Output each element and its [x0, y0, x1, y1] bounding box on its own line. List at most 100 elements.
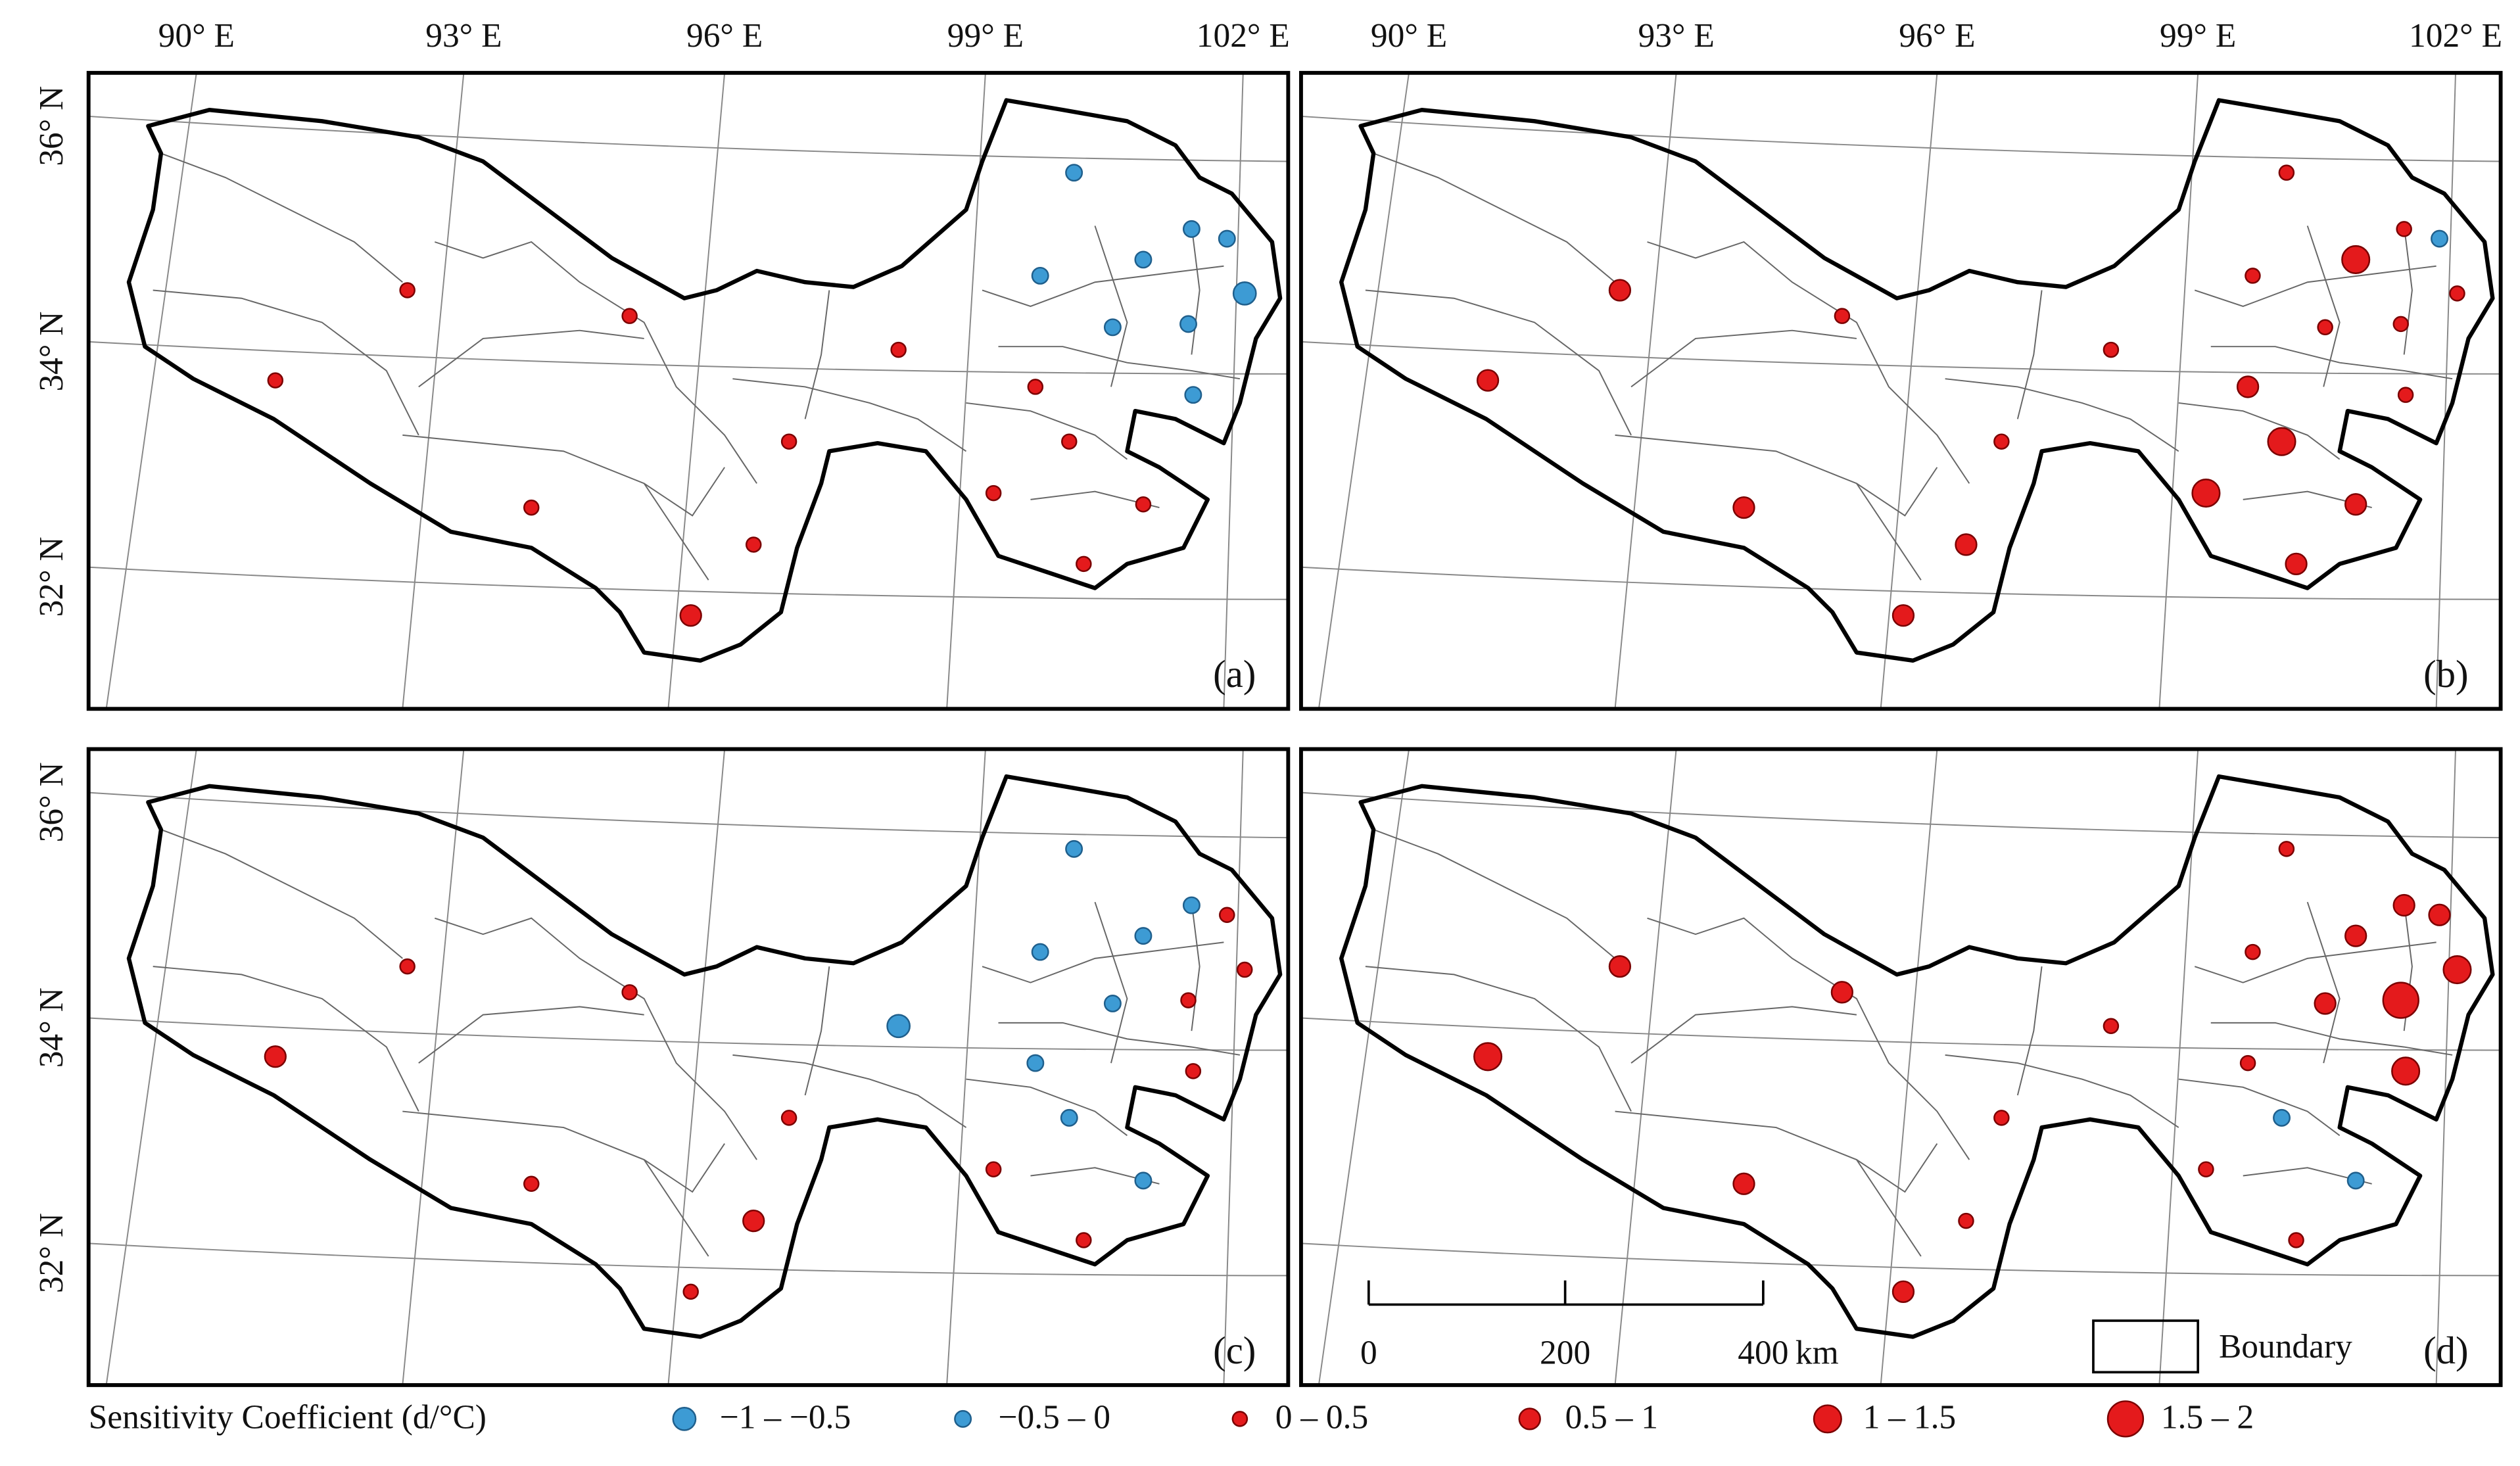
basin-line [643, 1159, 709, 1257]
legend-label: 1 – 1.5 [1863, 1399, 1956, 1436]
station [2391, 1056, 2421, 1086]
basin-line [2210, 346, 2453, 380]
meridian [1318, 72, 1410, 709]
station [1061, 433, 1078, 450]
station [1834, 308, 1851, 324]
station [985, 1161, 1002, 1177]
station [2103, 341, 2120, 358]
meridian [105, 749, 197, 1385]
station [2239, 1054, 2256, 1072]
station [1031, 943, 1049, 961]
basin-line [1945, 378, 2179, 452]
parallel [1300, 566, 2501, 600]
station [1476, 369, 1500, 392]
station [2314, 992, 2337, 1015]
longitude-label: 102° E [1197, 17, 1290, 55]
boundary [126, 774, 1283, 1339]
station [1180, 992, 1197, 1008]
basin-line [153, 966, 419, 1112]
parallel [1300, 341, 2501, 375]
station [1179, 315, 1197, 333]
station [745, 536, 762, 553]
panel-background [1300, 72, 2501, 709]
station [1065, 839, 1083, 858]
map-panel: (c) 36° N 34° N 32° N [33, 747, 1291, 1387]
basin-line [2403, 225, 2413, 355]
basin-line [1647, 917, 1970, 1160]
station [679, 604, 702, 627]
station [1134, 250, 1153, 269]
legend-symbol [1518, 1407, 1541, 1431]
legend-symbol [672, 1406, 697, 1431]
station [621, 308, 638, 324]
station [1027, 379, 1044, 395]
meridian [402, 749, 465, 1385]
station [2317, 319, 2333, 336]
panel-background [1300, 749, 2501, 1385]
station [1732, 496, 1755, 519]
station [523, 499, 540, 516]
legend-title: Sensitivity Coefficient (d/°C) [89, 1399, 487, 1436]
basin-line [1094, 225, 1128, 387]
basin-line [2194, 941, 2437, 983]
station [1993, 1110, 2010, 1126]
meridian [105, 72, 197, 709]
station [2431, 229, 2449, 248]
meridian [2435, 72, 2457, 709]
scale-unit: km [1795, 1335, 1839, 1372]
station [399, 282, 416, 298]
station [1182, 220, 1201, 238]
station [886, 1014, 911, 1039]
station [890, 341, 907, 358]
station [2267, 427, 2296, 456]
parallel [88, 115, 1289, 162]
station [1218, 229, 1236, 248]
legend-label: 0.5 – 1 [1565, 1399, 1658, 1436]
meridian [1614, 749, 1677, 1385]
latitude-label: 34° N [33, 987, 70, 1068]
parallel [88, 1017, 1289, 1051]
station [1185, 1063, 1202, 1079]
station [1134, 927, 1153, 945]
meridian [667, 72, 726, 709]
panel-frame [1299, 70, 2503, 711]
basin-line [1630, 329, 1857, 388]
basin-line [1945, 1054, 2179, 1128]
station [1608, 279, 1632, 302]
station [2288, 1232, 2304, 1248]
meridian [1614, 72, 1677, 709]
station [1103, 318, 1122, 337]
panel-frame [86, 70, 1291, 711]
basin-line [402, 434, 725, 517]
station [1076, 1232, 1092, 1248]
station [1134, 1171, 1153, 1190]
longitude-label: 90° E [1371, 17, 1447, 55]
station [2245, 943, 2261, 960]
station [1891, 1280, 1915, 1304]
panel-frame [86, 747, 1291, 1387]
station [1891, 604, 1915, 627]
station [2344, 493, 2367, 516]
station [1103, 994, 1122, 1012]
station [1830, 981, 1854, 1004]
basin-line [966, 402, 1128, 460]
longitude-label: 93° E [425, 17, 502, 55]
graticule [1300, 749, 2501, 1385]
parallel [88, 341, 1289, 375]
station [2245, 268, 2261, 284]
graticule [88, 749, 1289, 1385]
station [2392, 893, 2415, 917]
parallel [1300, 1242, 2501, 1277]
boundary [1339, 98, 2495, 663]
basin-line [998, 346, 1241, 380]
map-panel: (a) 90° E 93° E 96° E 99° E 102° E 36° N 34° N 3… [33, 17, 1291, 711]
legend-label: −1 – −0.5 [720, 1399, 851, 1436]
station [2191, 479, 2221, 508]
longitude-label: 96° E [686, 17, 763, 55]
parallel [1300, 792, 2501, 839]
scale-label: 200 [1540, 1335, 1590, 1372]
station [1236, 961, 1253, 978]
station [2396, 221, 2412, 237]
longitude-label: 99° E [947, 17, 1024, 55]
